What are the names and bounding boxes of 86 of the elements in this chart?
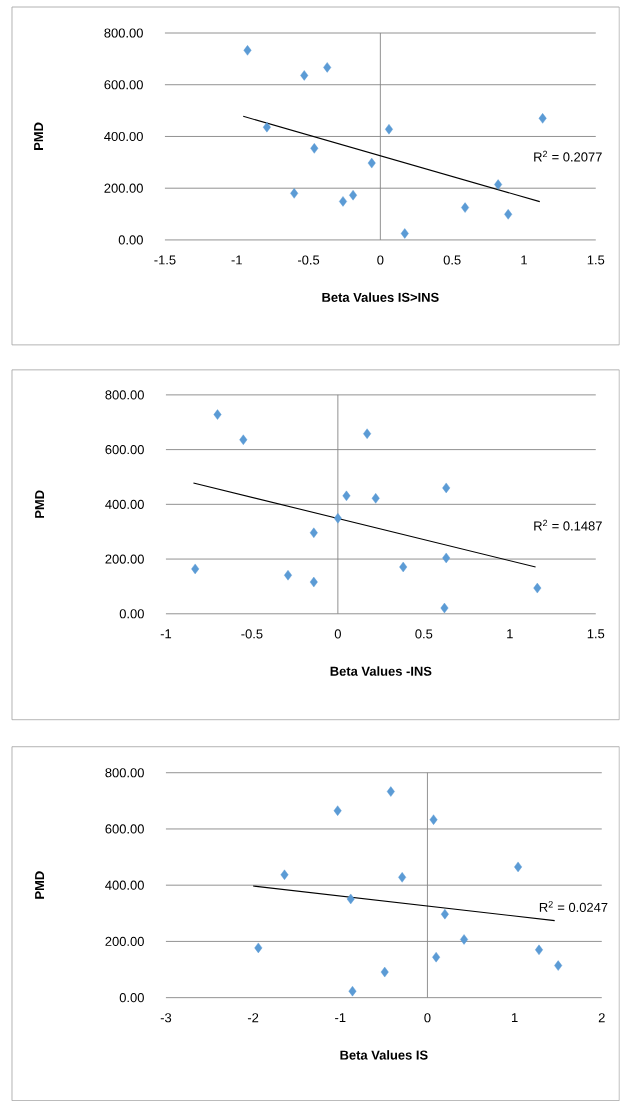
x-axis-title: Beta Values IS (340, 1050, 428, 1060)
y-tick-label: 200.00 (105, 936, 145, 946)
point (387, 786, 395, 797)
y-tick-label: 400.00 (105, 499, 145, 509)
point (533, 582, 542, 594)
x-axis-title: Beta Values -INS (330, 666, 432, 676)
y-tick-label: 800.00 (105, 768, 145, 778)
x-tick-label: -1 (231, 255, 242, 265)
annotation: R$^{2}$ = 0.1487 (534, 519, 602, 531)
point (371, 493, 380, 504)
point (309, 576, 318, 588)
x-tick-label: 2 (598, 1013, 605, 1023)
point (349, 189, 358, 201)
y-tick-label: 0.00 (119, 609, 145, 619)
point (254, 942, 263, 954)
x-tick-label: 1.5 (587, 255, 605, 265)
x-tick-label: -1 (160, 629, 172, 639)
x-tick-label: 1 (512, 1013, 518, 1023)
y-axis-title: PMD (35, 871, 45, 899)
point (432, 951, 441, 963)
x-tick-label: -1.5 (154, 255, 176, 265)
y-tick-label: 600.00 (104, 80, 144, 90)
y-axis-title: PMD (34, 122, 44, 150)
y-axis-title: PMD (35, 490, 45, 518)
y-tick-label: 200.00 (104, 183, 144, 193)
annotation: R$^{2}$ = 0.0247 (540, 901, 608, 912)
point (442, 552, 451, 564)
point (363, 428, 372, 439)
point (554, 960, 563, 971)
point (535, 944, 544, 956)
y-tick-label: 400.00 (105, 880, 145, 890)
point (191, 563, 200, 575)
point (440, 602, 449, 614)
point (243, 45, 252, 56)
y-tick-label: 800.00 (104, 28, 144, 38)
point (339, 196, 348, 207)
point (385, 124, 394, 135)
point (461, 202, 470, 213)
point (399, 561, 408, 573)
point (334, 513, 342, 524)
x-tick-label: -2 (248, 1013, 259, 1023)
x-axis-title: Beta Values IS>INS (322, 292, 439, 302)
x-tick-label: -0.5 (298, 255, 320, 265)
point (398, 872, 407, 883)
point (400, 228, 409, 239)
point (494, 179, 503, 190)
y-tick-label: 600.00 (105, 445, 145, 455)
point (460, 934, 469, 945)
y-tick-label: 600.00 (105, 824, 145, 834)
point (309, 527, 318, 538)
point (323, 62, 332, 73)
x-tick-label: -3 (160, 1013, 172, 1023)
point (213, 409, 222, 420)
y-tick-label: 400.00 (104, 131, 144, 142)
point (504, 209, 513, 220)
point (300, 70, 309, 81)
x-tick-label: 0.5 (415, 629, 433, 639)
x-tick-label: 0 (424, 1013, 431, 1023)
x-tick-label: 0.5 (443, 255, 461, 265)
y-tick-label: 200.00 (105, 554, 145, 564)
point (367, 157, 376, 169)
x-tick-label: 1.5 (587, 629, 605, 639)
point (280, 869, 289, 880)
point (442, 482, 451, 494)
point (346, 893, 355, 905)
x-tick-label: -1 (335, 1013, 346, 1023)
y-tick-label: 800.00 (105, 390, 145, 400)
y-tick-label: 0.00 (118, 235, 144, 245)
annotation: R$^{2}$ = 0.2077 (534, 150, 602, 162)
x-tick-label: 0 (377, 255, 384, 265)
point (380, 966, 389, 978)
x-tick-label: 1 (521, 255, 528, 265)
point (348, 985, 357, 997)
point (290, 188, 299, 199)
point (239, 434, 248, 445)
point (538, 113, 547, 124)
point (514, 861, 523, 873)
x-tick-label: -0.5 (241, 629, 263, 639)
x-tick-label: 1 (507, 629, 513, 639)
point (310, 143, 319, 154)
point (429, 814, 438, 825)
y-tick-label: 0.00 (119, 993, 145, 1003)
point (342, 490, 351, 502)
x-tick-label: 0 (334, 629, 342, 639)
point (333, 805, 342, 816)
point (284, 570, 293, 581)
